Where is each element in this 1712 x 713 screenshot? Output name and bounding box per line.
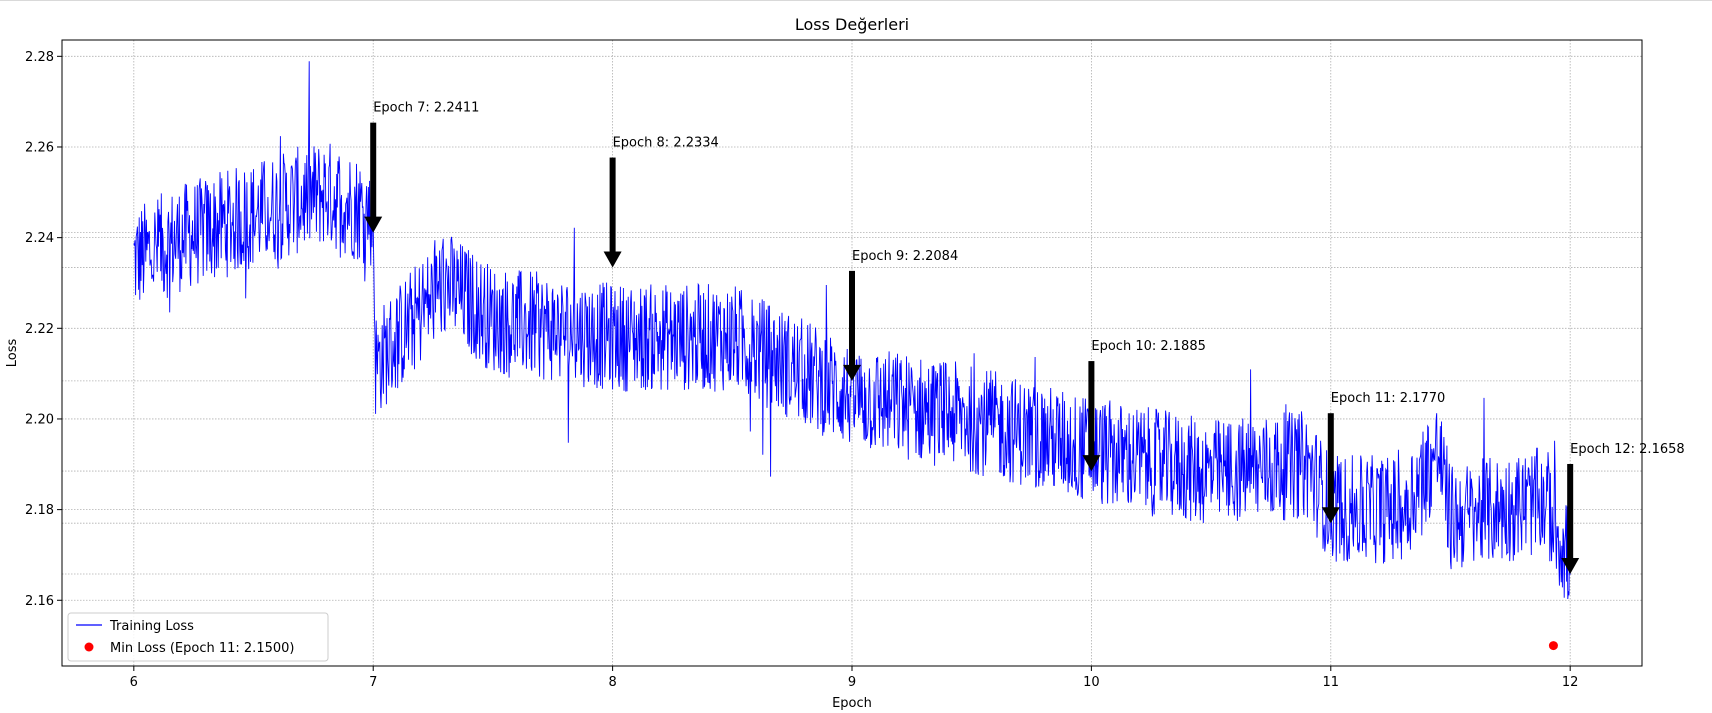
x-tick-label: 6	[130, 675, 138, 690]
x-tick-label: 12	[1562, 675, 1579, 690]
x-tick-label: 7	[369, 675, 377, 690]
annotation-label: Epoch 7: 2.2411	[373, 101, 479, 116]
y-tick-label: 2.20	[25, 412, 54, 427]
annotation-label: Epoch 9: 2.2084	[852, 249, 958, 264]
annotation-label: Epoch 8: 2.2334	[613, 136, 719, 151]
annotation-arrow-shaft	[370, 122, 377, 218]
top-border	[0, 0, 1712, 1]
y-tick-label: 2.28	[25, 50, 54, 65]
x-tick-label: 10	[1083, 675, 1100, 690]
x-tick-label: 8	[608, 675, 616, 690]
legend-box	[67, 612, 329, 662]
annotation-arrow-head	[364, 216, 383, 233]
legend-label-min-loss: Min Loss (Epoch 11: 2.1500)	[110, 641, 294, 656]
annotation-arrow-head	[1561, 557, 1580, 574]
min-point-layer	[1548, 641, 1558, 651]
annotation-arrow-head	[1082, 455, 1101, 472]
annotation-label: Epoch 10: 2.1885	[1091, 339, 1205, 354]
annotation-arrow-shaft	[1088, 361, 1095, 457]
y-tick-label: 2.24	[25, 231, 54, 246]
x-tick-label: 9	[848, 675, 856, 690]
x-axis-label: Epoch	[832, 696, 872, 711]
min-loss-point	[1548, 641, 1558, 651]
y-tick-label: 2.16	[25, 594, 54, 609]
annotation-label: Epoch 12: 2.1658	[1570, 442, 1684, 457]
annotation-arrow-head	[1321, 507, 1340, 524]
annotation-arrow-shaft	[609, 157, 616, 253]
legend-dot-swatch	[84, 642, 94, 652]
y-tick-label: 2.26	[25, 140, 54, 155]
annotation-arrow-shaft	[849, 270, 855, 366]
y-tick-label: 2.22	[25, 322, 54, 337]
legend-label-training-loss: Training Loss	[109, 619, 194, 634]
annotation-arrow-shaft	[1567, 463, 1574, 559]
y-tick-label: 2.18	[25, 503, 54, 518]
y-axis-label: Loss	[5, 339, 20, 368]
chart-title: Loss Değerleri	[795, 15, 909, 34]
annotations: Epoch 7: 2.2411 Epoch 8: 2.2334 Epoch 9: 2…	[364, 101, 1685, 574]
annotation-arrow-head	[603, 251, 622, 268]
annotation-arrow-shaft	[1327, 413, 1334, 509]
annotation-arrow-head	[843, 364, 861, 381]
x-tick-label: 11	[1323, 675, 1340, 690]
annotation-label: Epoch 11: 2.1770	[1331, 391, 1445, 406]
legend: Training Loss Min Loss (Epoch 11: 2.1500…	[67, 612, 329, 662]
axes: 6 7 8 9 10 11 12 2.16 2.18 2.20 2.22 2.24 2.26 2.28	[25, 50, 1578, 690]
